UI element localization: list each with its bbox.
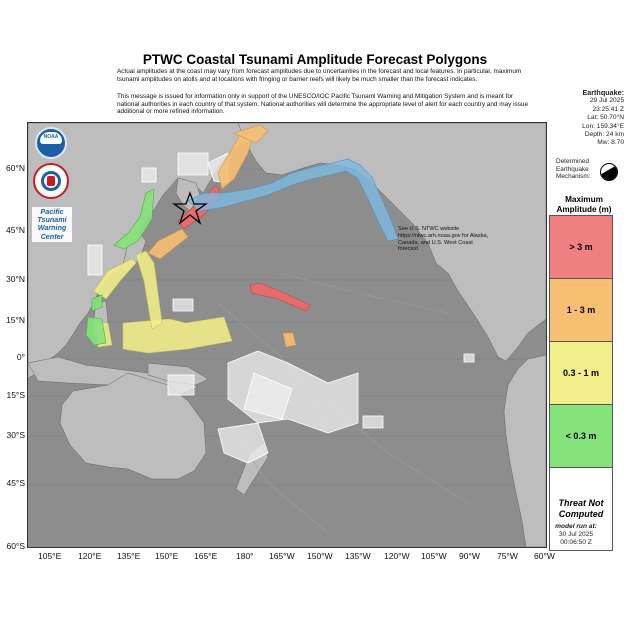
legend-item-over-3m: > 3 m — [550, 216, 612, 279]
lon-tick: 180° — [236, 551, 254, 561]
epicenter-star — [171, 191, 209, 225]
south-america-landmass — [503, 354, 546, 547]
lon-tick: 105°W — [421, 551, 447, 561]
focal-mechanism-icon — [600, 163, 618, 181]
earthquake-depth: Depth: 24 km — [584, 131, 624, 139]
earthquake-heading: Earthquake: — [582, 88, 624, 97]
ntwc-notice: See U.S. NTWC website https://ntwc.arh.n… — [398, 226, 489, 253]
lat-tick: 60°N — [6, 163, 25, 173]
amplitude-under-0-3m-polygons — [85, 188, 155, 346]
lon-tick: 120°E — [78, 551, 102, 561]
usage-paragraph: This message is issued for information o… — [117, 93, 528, 116]
earthquake-date: 29 Jul 2025 — [589, 97, 624, 105]
lat-tick: 60°S — [6, 541, 25, 551]
legend-item-under-0-3m: < 0.3 m — [550, 405, 612, 468]
forecast-map[interactable] — [27, 122, 547, 548]
mechanism-label: Determined Earthquake Mechanism: — [556, 158, 591, 181]
lon-tick: 150°E — [155, 551, 179, 561]
lat-tick: 15°S — [6, 390, 25, 400]
earthquake-time: 23:25:41 Z — [592, 105, 624, 113]
ptwc-logo-label: Pacific Tsunami Warning Center — [32, 207, 72, 242]
legend-item-1-to-3m: 1 - 3 m — [550, 279, 612, 342]
lon-tick: 135°W — [345, 551, 371, 561]
earthquake-info: Earthquake: 29 Jul 2025 23:25:41 Z Lat: … — [548, 88, 624, 148]
lon-tick: 105°E — [38, 551, 62, 561]
australia-landmass — [59, 372, 207, 480]
lon-tick: 90°W — [459, 551, 480, 561]
model-run-label: model run at: — [555, 523, 597, 530]
lon-tick: 150°W — [307, 551, 333, 561]
lat-tick: 30°N — [6, 274, 25, 284]
lon-tick: 135°E — [117, 551, 141, 561]
amplitude-legend: > 3 m 1 - 3 m 0.3 - 1 m < 0.3 m Threat N… — [549, 215, 613, 551]
lat-tick: 45°N — [6, 225, 25, 235]
lat-tick: 0° — [16, 352, 25, 362]
lat-tick: 30°S — [6, 430, 25, 440]
lat-tick: 15°N — [6, 315, 25, 325]
earthquake-lat: Lat: 50.70°N — [587, 114, 624, 122]
lat-tick: 45°S — [6, 478, 25, 488]
disclaimer-paragraph: Actual amplitudes at the coast may vary … — [117, 68, 522, 83]
noaa-logo: NOAA — [35, 127, 67, 159]
map-canvas — [28, 123, 546, 547]
earthquake-magnitude: Mw: 8.70 — [597, 139, 624, 147]
noaa-logo-text: NOAA — [43, 134, 59, 140]
model-run-date: 30 Jul 2025 — [558, 531, 594, 539]
lon-tick: 165°W — [269, 551, 295, 561]
nws-logo — [33, 163, 69, 199]
map-title: PTWC Coastal Tsunami Amplitude Forecast … — [142, 52, 488, 67]
legend-item-0-3-to-1m: 0.3 - 1 m — [550, 342, 612, 405]
model-run-time: 00:06:50 Z — [560, 539, 592, 547]
alaska-forecast-band — [187, 158, 399, 242]
lon-tick: 60°W — [534, 551, 555, 561]
earthquake-lon: Lon: 159.34°E — [582, 122, 624, 130]
lon-tick: 165°E — [194, 551, 218, 561]
legend-title: Maximum Amplitude (m) — [556, 195, 612, 214]
threat-not-computed-polygons — [87, 152, 475, 464]
legend-item-threat-not-computed: Threat Not Computed — [550, 468, 612, 550]
lon-tick: 75°W — [497, 551, 518, 561]
amplitude-0-3-to-1m-polygons — [93, 250, 233, 354]
model-run-info: model run at: 30 Jul 2025 00:06:50 Z — [548, 523, 604, 548]
lon-tick: 120°W — [384, 551, 410, 561]
amplitude-1-to-3m-polygons — [147, 124, 297, 348]
north-america-landmass — [237, 123, 546, 362]
